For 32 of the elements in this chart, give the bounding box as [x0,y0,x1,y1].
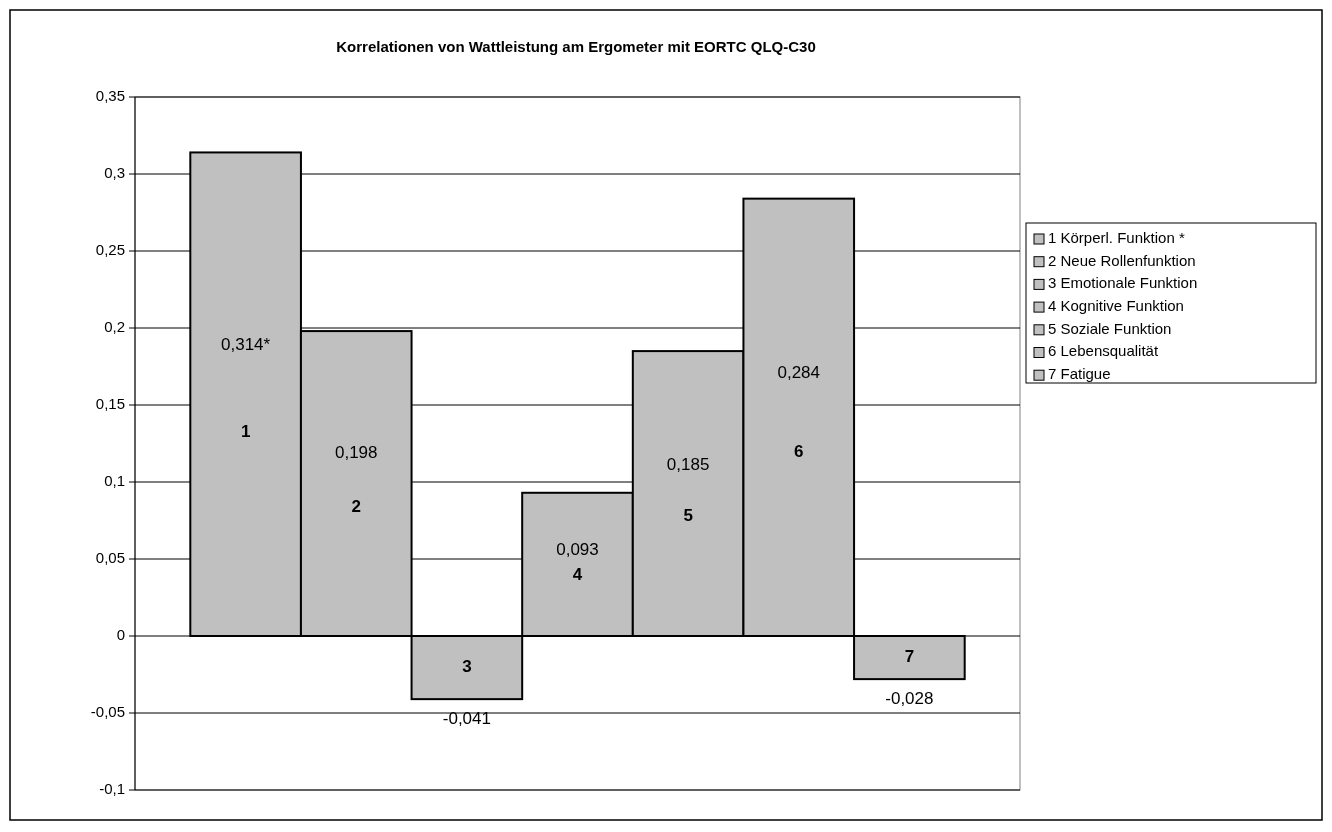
data-label: 0,198 [334,442,378,462]
data-label: -0,041 [442,708,491,728]
y-tick-label: 0,15 [95,394,125,412]
legend-label: 5 Soziale Funktion [1048,319,1172,337]
annotation: 3 [462,657,472,677]
y-tick-label: -0,1 [99,779,125,797]
annotation: 2 [351,497,361,517]
data-label: 0,284 [777,363,821,383]
data-label: 0,093 [556,539,599,559]
data-label: 0,314* [221,335,271,355]
y-tick-label: 0,05 [95,548,125,566]
legend-label: 6 Lebensqualität [1048,342,1159,360]
y-tick-label: 0,35 [95,86,125,104]
annotation: 7 [904,647,915,667]
data-label: -0,028 [885,688,934,708]
legend-label: 1 Körperl. Funktion * [1048,228,1185,246]
chart-title: Korrelationen von Wattleistung am Ergometer mit EORTC QLQ-C30 [336,38,816,55]
annotation: 1 [240,422,251,442]
legend-label: 7 Fatigue [1048,365,1111,383]
y-tick-label: 0,1 [104,471,125,489]
y-tick-label: 0,25 [95,240,125,258]
legend-label: 3 Emotionale Funktion [1048,274,1198,292]
data-label: 0,185 [666,454,710,474]
annotation: 4 [572,565,583,585]
annotation: 6 [794,441,804,461]
legend-label: 4 Kognitive Funktion [1048,297,1184,315]
y-tick-label: -0,05 [90,702,125,720]
annotation: 5 [683,505,693,525]
y-tick-label: 0 [116,625,125,643]
y-tick-label: 0,2 [104,317,125,335]
y-tick-label: 0,3 [104,163,125,181]
legend-label: 2 Neue Rollenfunktion [1048,251,1196,269]
